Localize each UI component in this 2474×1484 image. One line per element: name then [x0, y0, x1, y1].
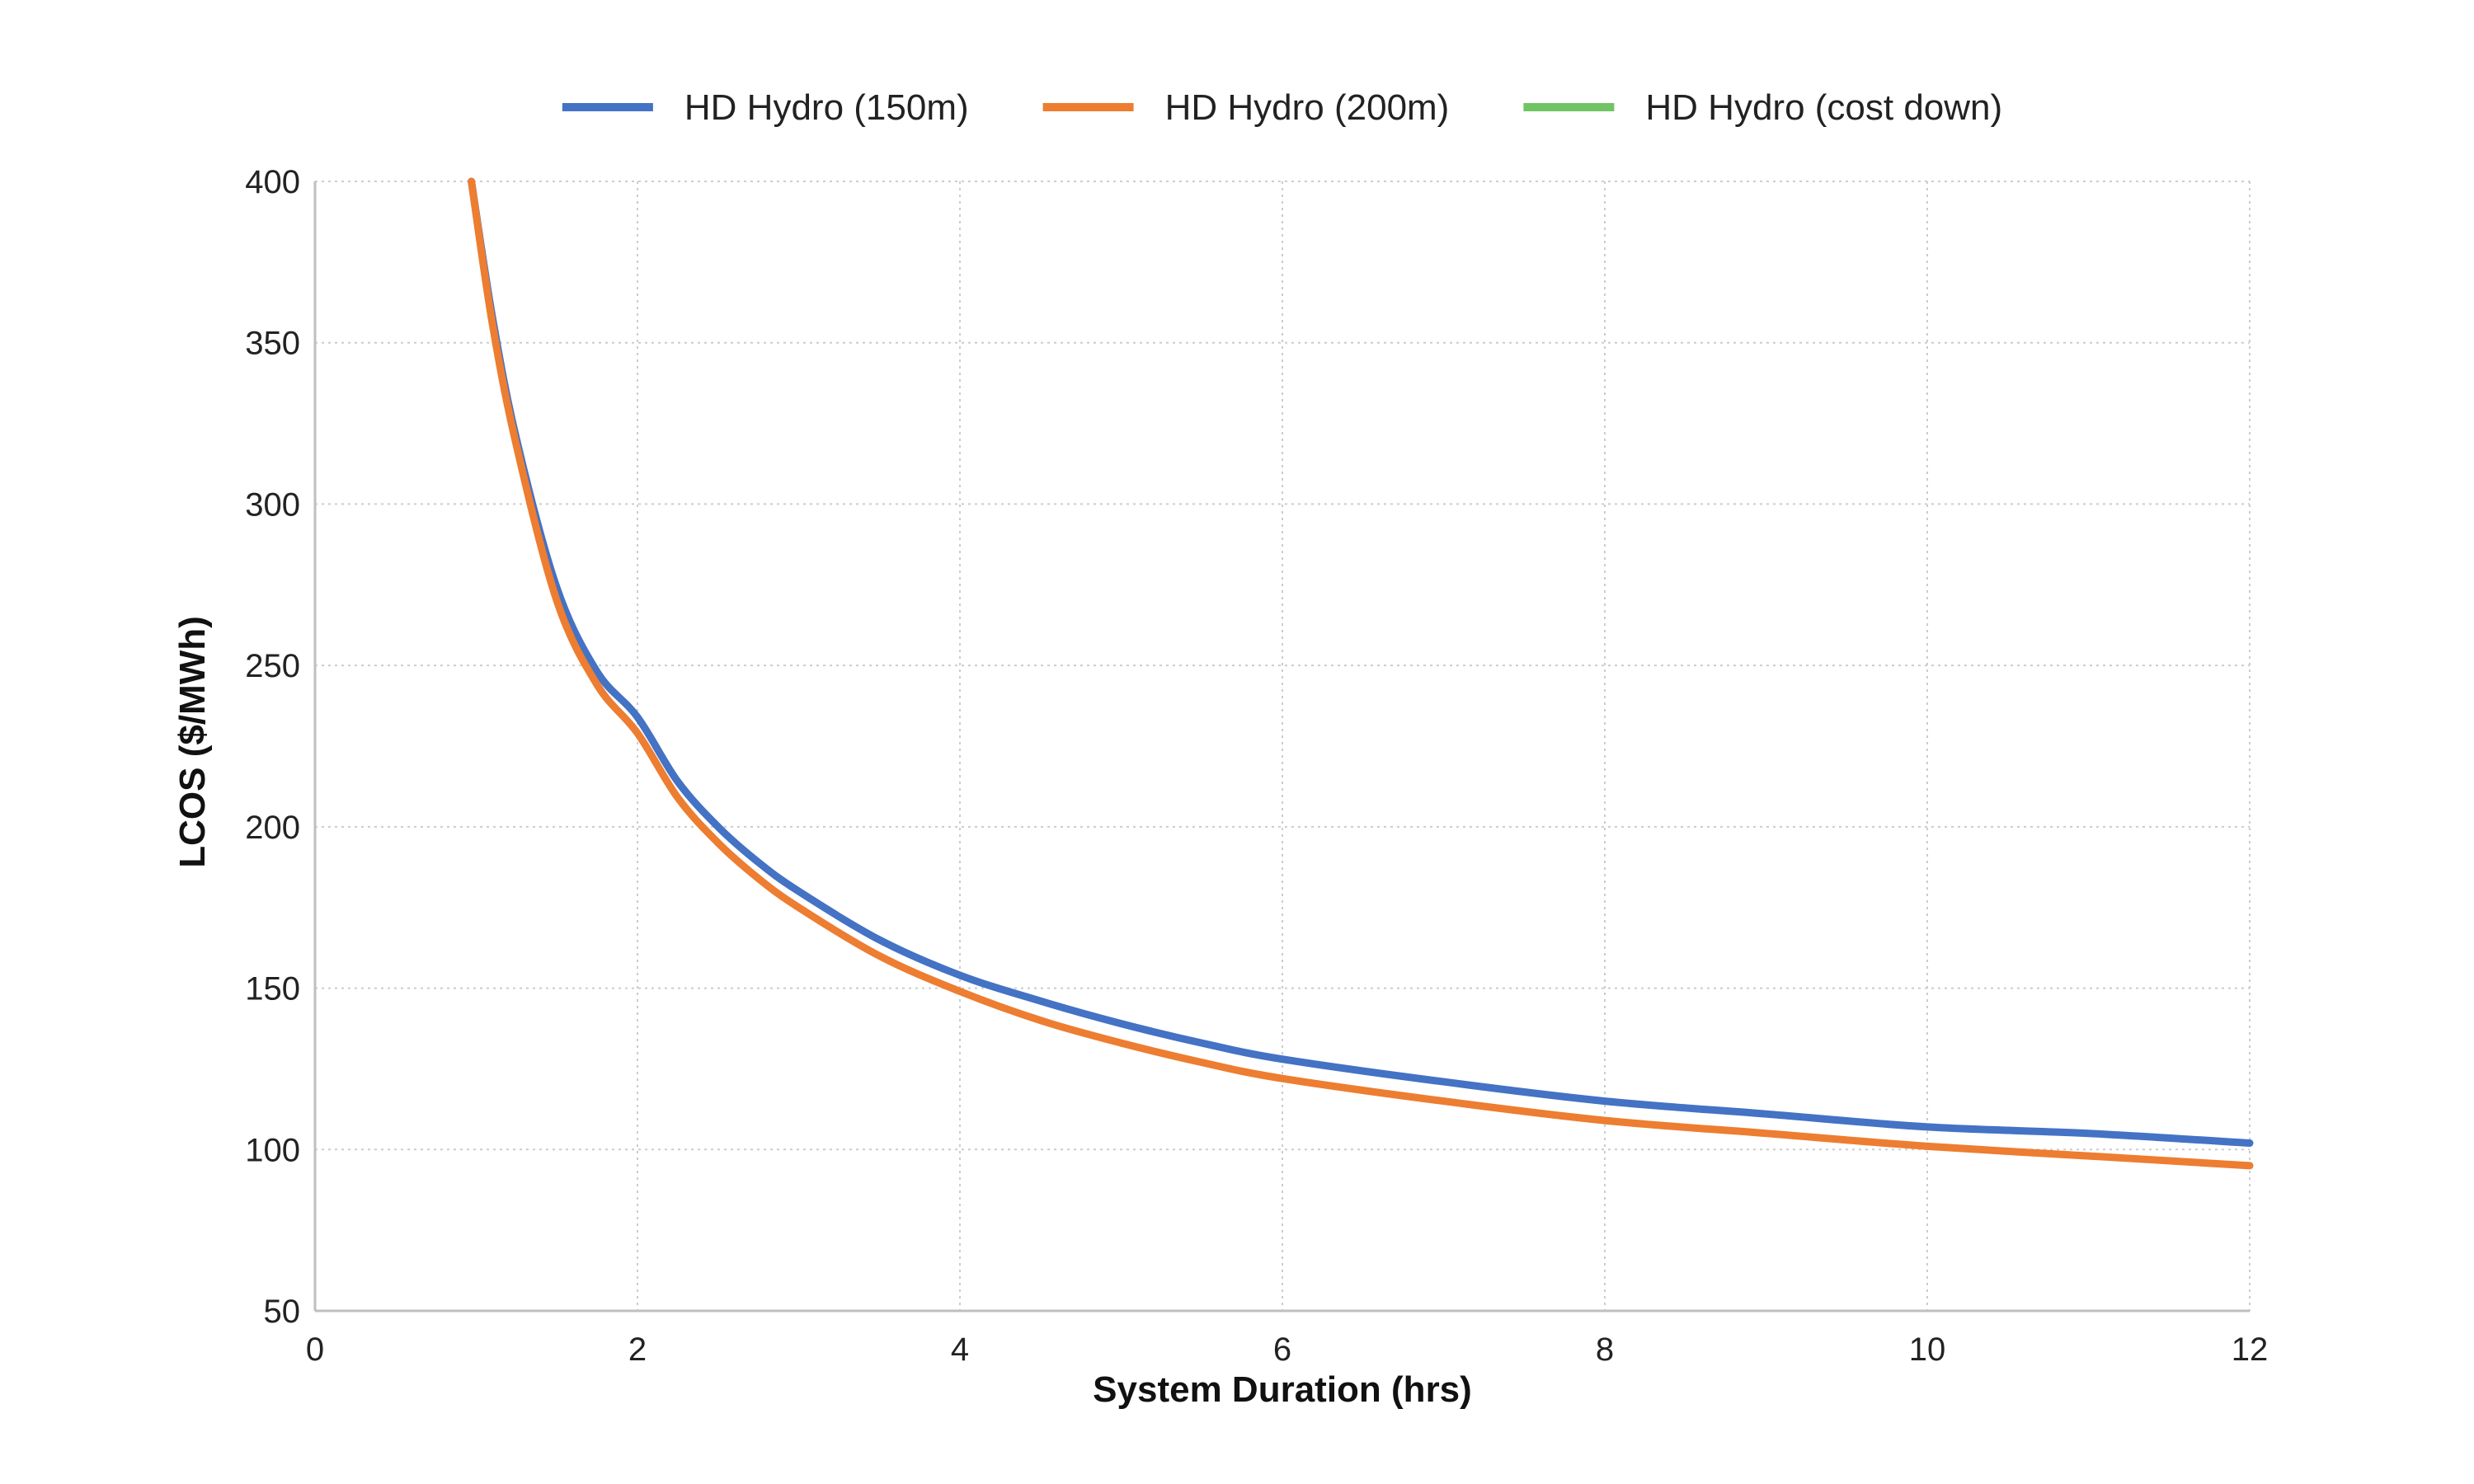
- legend-item: HD Hydro (150m): [562, 87, 969, 128]
- y-tick-label: 50: [264, 1294, 301, 1330]
- x-tick-label: 4: [951, 1331, 969, 1368]
- x-tick-label: 10: [1909, 1331, 1946, 1368]
- legend-label: HD Hydro (cost down): [1645, 87, 2002, 128]
- x-tick-label: 0: [306, 1331, 324, 1368]
- y-tick-label: 200: [245, 810, 300, 846]
- axes: [313, 181, 2250, 1313]
- grid-lines: [315, 181, 2251, 1311]
- x-tick-label: 8: [1596, 1331, 1614, 1368]
- legend-item: HD Hydro (200m): [1042, 87, 1450, 128]
- series-line-2: [468, 177, 2254, 1170]
- series-line-1: [468, 177, 2254, 1147]
- legend: HD Hydro (150m) HD Hydro (200m) HD Hydro (…: [562, 87, 2002, 128]
- y-tick-label: 150: [245, 971, 300, 1007]
- x-tick-label: 6: [1273, 1331, 1291, 1368]
- legend-item: HD Hydro (cost down): [1523, 87, 2002, 128]
- y-tick-label: 100: [245, 1132, 300, 1168]
- tick-labels: 50 100 150 200 250 300 350 400 0 2 4 6 8 10 12: [245, 164, 2268, 1368]
- x-tick-label: 2: [628, 1331, 647, 1368]
- x-tick-label: 12: [2232, 1331, 2269, 1368]
- legend-label: HD Hydro (150m): [684, 87, 969, 128]
- y-tick-label: 350: [245, 326, 300, 362]
- y-tick-label: 250: [245, 648, 300, 684]
- y-tick-label: 400: [245, 164, 300, 200]
- y-tick-label: 300: [245, 486, 300, 523]
- y-axis-title: LCOS ($/MWh): [172, 616, 213, 868]
- x-axis-title: System Duration (hrs): [1093, 1369, 1472, 1410]
- legend-label: HD Hydro (200m): [1165, 87, 1450, 128]
- series-lines: [468, 177, 2254, 1170]
